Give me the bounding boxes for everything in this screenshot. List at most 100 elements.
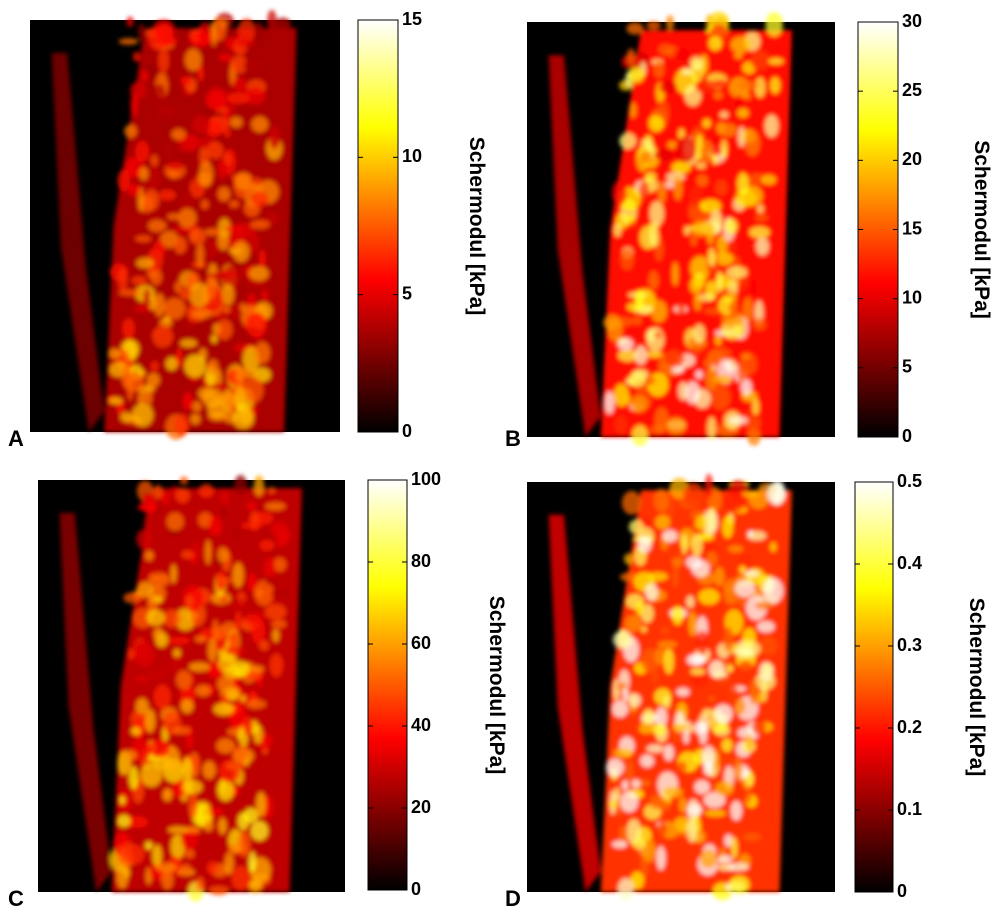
tissue-texture bbox=[240, 303, 246, 312]
tissue-texture bbox=[666, 15, 674, 31]
tissue-texture bbox=[147, 610, 165, 626]
tissue-texture bbox=[195, 636, 207, 642]
tissue-texture bbox=[632, 425, 648, 446]
tissue-texture bbox=[244, 58, 265, 72]
tissue-texture bbox=[223, 306, 231, 313]
tissue-texture bbox=[725, 219, 738, 234]
tissue-texture bbox=[628, 373, 645, 387]
tissue-texture bbox=[629, 102, 636, 118]
tissue-texture bbox=[633, 838, 646, 849]
tissue-texture bbox=[724, 491, 746, 512]
tissue-texture bbox=[671, 162, 690, 174]
tissue-texture bbox=[206, 90, 226, 110]
tissue-texture bbox=[229, 632, 239, 655]
tissue-texture bbox=[604, 391, 614, 414]
colorbar-tick-label: 10 bbox=[902, 287, 922, 307]
tissue-texture bbox=[122, 318, 134, 339]
tissue-texture bbox=[695, 80, 716, 94]
tissue-texture bbox=[765, 115, 779, 138]
tissue-texture bbox=[694, 780, 710, 794]
tissue-texture bbox=[690, 668, 705, 675]
tissue-texture bbox=[672, 565, 678, 587]
tissue-texture bbox=[144, 190, 159, 211]
tissue-texture bbox=[108, 349, 120, 359]
tissue-texture bbox=[626, 22, 643, 34]
tissue-texture bbox=[620, 791, 638, 812]
tissue-texture bbox=[718, 123, 737, 136]
tissue-texture bbox=[218, 231, 229, 251]
tissue-texture bbox=[231, 302, 239, 320]
tissue-texture bbox=[219, 54, 232, 62]
tissue-texture bbox=[159, 665, 176, 672]
tissue-texture bbox=[767, 483, 786, 505]
tissue-texture bbox=[249, 266, 269, 280]
tissue-texture bbox=[205, 238, 213, 261]
tissue-texture bbox=[176, 488, 190, 503]
tissue-texture bbox=[208, 638, 217, 661]
tissue-texture bbox=[136, 529, 151, 549]
tissue-texture bbox=[679, 797, 686, 813]
tissue-texture bbox=[272, 629, 279, 642]
tissue-texture bbox=[270, 653, 283, 677]
tissue-texture bbox=[693, 324, 705, 343]
tissue-texture bbox=[249, 879, 262, 894]
tissue-texture bbox=[627, 48, 636, 66]
tissue-texture bbox=[167, 162, 183, 171]
tissue-texture bbox=[714, 91, 723, 99]
tissue-texture bbox=[689, 611, 697, 636]
tissue-texture bbox=[763, 578, 783, 604]
tissue-texture bbox=[619, 133, 636, 149]
tissue-texture bbox=[625, 711, 641, 734]
tissue-texture bbox=[158, 48, 168, 73]
tissue-texture bbox=[755, 77, 766, 98]
tissue-texture bbox=[213, 703, 234, 715]
tissue-texture bbox=[628, 67, 644, 84]
tissue-texture bbox=[265, 604, 286, 620]
colorbar-label: Schermodul [kPa] bbox=[965, 598, 988, 777]
tissue-texture bbox=[753, 719, 766, 735]
tissue-texture bbox=[227, 728, 239, 735]
tissue-texture bbox=[664, 648, 674, 674]
tissue-texture bbox=[158, 105, 176, 117]
tissue-texture bbox=[182, 780, 202, 794]
tissue-texture bbox=[741, 379, 752, 395]
tissue-texture bbox=[702, 745, 714, 769]
figure: 051015Schermodul [kPa]A051015202530Scher… bbox=[0, 0, 997, 910]
colorbar-label: Schermodul [kPa] bbox=[465, 137, 488, 316]
tissue-texture bbox=[204, 229, 221, 236]
tissue-texture bbox=[220, 596, 226, 602]
tissue-texture bbox=[755, 602, 774, 610]
colorbar-tick-label: 0.5 bbox=[897, 471, 922, 491]
tissue-texture bbox=[731, 837, 738, 859]
tissue-texture bbox=[688, 804, 703, 815]
tissue-texture bbox=[750, 278, 757, 296]
tissue-texture bbox=[262, 290, 268, 300]
tissue-texture bbox=[672, 606, 683, 625]
tissue-texture bbox=[148, 167, 161, 188]
tissue-texture bbox=[128, 184, 140, 196]
tissue-texture bbox=[221, 503, 227, 519]
tissue-texture bbox=[672, 366, 684, 373]
tissue-texture bbox=[119, 796, 126, 805]
tissue-texture bbox=[123, 845, 144, 865]
tissue-texture bbox=[135, 236, 151, 242]
tissue-texture bbox=[235, 611, 241, 632]
tissue-texture bbox=[664, 745, 674, 761]
colorbar bbox=[358, 20, 398, 432]
page: 051015Schermodul [kPa]A051015202530Scher… bbox=[0, 0, 997, 910]
tissue-texture bbox=[655, 515, 670, 529]
tissue-texture bbox=[694, 294, 701, 311]
tissue-texture bbox=[225, 129, 231, 137]
tissue-texture bbox=[132, 403, 153, 426]
tissue-texture bbox=[613, 679, 620, 700]
tissue-texture bbox=[647, 327, 665, 351]
tissue-texture bbox=[126, 16, 133, 27]
tissue-texture bbox=[759, 636, 778, 655]
tissue-texture bbox=[681, 534, 687, 555]
tissue-texture bbox=[167, 214, 181, 220]
tissue-texture bbox=[705, 810, 726, 817]
tissue-texture bbox=[709, 695, 715, 702]
tissue-texture bbox=[236, 39, 253, 47]
panel: 051015202530Schermodul [kPa]B bbox=[505, 11, 993, 451]
tissue-texture bbox=[614, 223, 622, 236]
